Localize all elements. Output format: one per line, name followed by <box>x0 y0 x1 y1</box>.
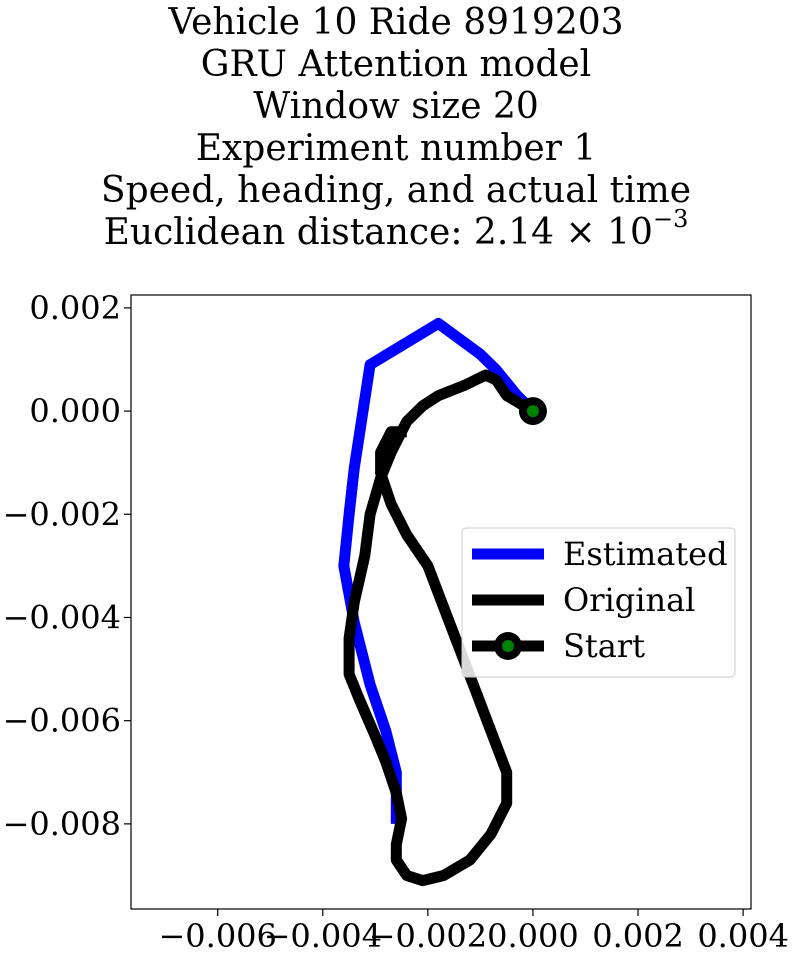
title-line-4: Experiment number 1 <box>195 128 597 169</box>
series-line-estimated <box>338 317 537 824</box>
title-line-3: Window size 20 <box>253 86 539 127</box>
x-tick-label: −0.002 <box>369 917 487 955</box>
distance-exponent: −3 <box>652 205 689 233</box>
x-tick-label: −0.006 <box>158 917 276 955</box>
y-tick-label: −0.002 <box>3 495 121 533</box>
ticks-layer: −0.006−0.004−0.002 0.000 0.002 0.0040.0020.… <box>3 289 789 955</box>
y-tick-label: 0.002 <box>29 289 121 327</box>
series-layer <box>338 317 547 887</box>
x-tick-label: −0.004 <box>264 917 382 955</box>
legend-box <box>461 527 736 678</box>
y-tick-label: −0.008 <box>3 805 121 843</box>
y-tick-label: −0.006 <box>3 702 121 740</box>
title-line-5: Speed, heading, and actual time <box>100 170 692 211</box>
x-tick-label: 0.002 <box>592 917 684 955</box>
start-marker-center <box>526 405 539 418</box>
legend-start-marker-center <box>502 640 514 652</box>
y-tick-label: −0.004 <box>3 598 121 636</box>
legend: Estimated Original Start <box>461 527 736 678</box>
series-line-original <box>343 369 536 887</box>
title-line-1: Vehicle 10 Ride 8919203 <box>168 2 624 43</box>
axes-frame <box>130 294 752 910</box>
title-line-2: GRU Attention model <box>200 44 592 85</box>
legend-label-original: Original <box>563 581 695 619</box>
legend-label-start: Start <box>563 627 645 665</box>
x-tick-label: 0.004 <box>697 917 789 955</box>
chart-title: Vehicle 10 Ride 8919203 GRU Attention mo… <box>0 0 792 254</box>
distance-label: Euclidean distance: 2.14 × 10 <box>103 212 653 253</box>
x-tick-label: 0.000 <box>487 917 579 955</box>
title-line-6: Euclidean distance: 2.14 × 10−3 <box>0 207 792 254</box>
y-tick-label: 0.000 <box>29 392 121 430</box>
legend-label-estimated: Estimated <box>563 535 728 573</box>
